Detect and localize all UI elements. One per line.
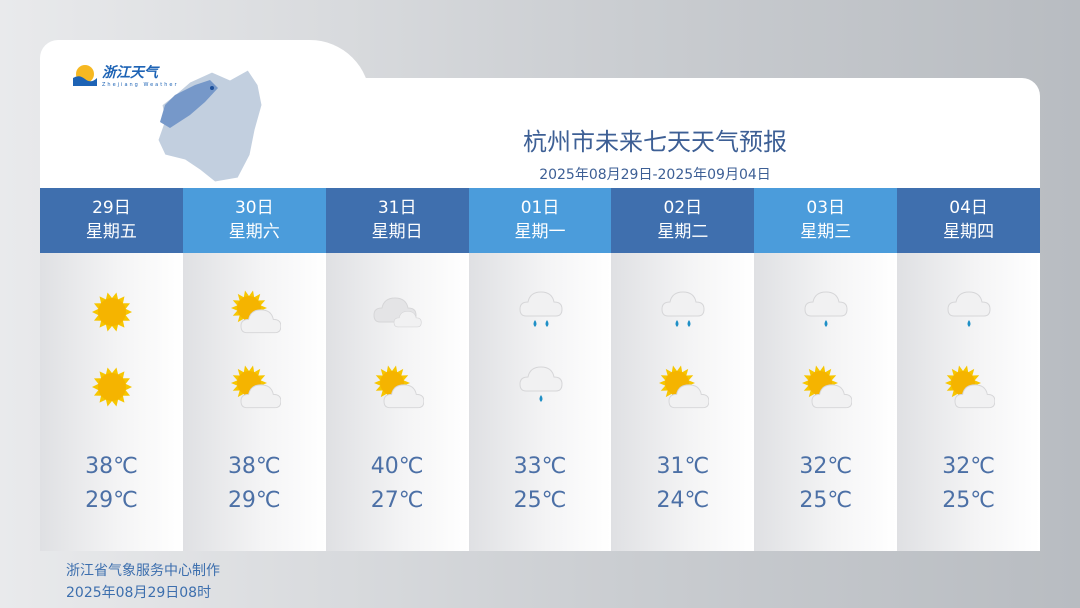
weekday-label: 星期四 [943,222,995,242]
logo-text: 浙江天气 [102,65,158,81]
producer-text: 浙江省气象服务中心制作 [66,563,220,579]
partly-cloudy-icon [230,365,281,409]
date-label: 01日 [520,198,560,218]
low-temp: 25℃ [942,488,995,513]
partly-cloudy-icon [802,365,853,409]
partly-cloudy-icon [659,365,710,409]
moderate-rain-icon [661,291,705,327]
day-header: 31日星期日 [325,188,469,253]
high-temp: 40℃ [370,454,424,479]
zhejiang-map [157,69,263,183]
day-header: 03日星期三 [754,188,898,253]
light-rain-icon [947,291,991,327]
high-temp: 31℃ [656,454,710,479]
partly-cloudy-icon [945,365,996,409]
light-rain-icon [519,366,563,402]
day-column: 04日星期四 32℃ 25℃ [897,188,1041,551]
partly-cloudy-icon [230,290,281,334]
logo-subtext: Zhejiang Weather [102,82,179,88]
partly-cloudy-icon [373,365,424,409]
date-label: 29日 [92,198,131,218]
sunny-icon [92,292,132,332]
day-header: 30日星期六 [182,188,326,253]
day-header: 04日星期四 [897,188,1041,253]
day-header: 01日星期一 [468,188,612,253]
low-temp: 25℃ [513,488,567,513]
sun-wave-logo-icon [73,65,97,86]
day-column: 31日星期日 40℃ 27℃ [325,188,469,551]
day-column: 03日星期三 32℃ 25℃ [754,188,898,551]
weekday-label: 星期二 [657,222,709,242]
day-header: 02日星期二 [611,188,755,253]
day-column: 30日星期六 38℃ 29℃ [182,188,326,551]
zhejiang-weather-logo: 浙江天气 Zhejiang Weather [72,62,179,88]
day-column: 01日星期一 33℃ 25℃ [468,188,612,551]
date-range: 2025年08月29日-2025年09月04日 [539,167,771,183]
weekday-label: 星期五 [85,222,137,242]
high-temp: 33℃ [513,454,567,479]
low-temp: 24℃ [656,488,710,513]
low-temp: 29℃ [85,488,138,513]
day-column: 29日星期五 38℃ 29℃ [40,188,183,551]
issued-time: 2025年08月29日08时 [66,585,212,601]
hangzhou-marker [210,86,214,90]
date-label: 04日 [949,198,988,218]
moderate-rain-icon [519,291,563,327]
weekday-label: 星期六 [228,222,280,242]
high-temp: 32℃ [799,454,853,479]
forecast-columns: 29日 星期五 38℃ 29℃ 30日 星期六 38℃ 29℃ 31日 星期日 40℃ 2… [40,188,1041,551]
weekday-label: 星期一 [514,222,566,242]
page-title: 杭州市未来七天天气预报 [523,128,787,156]
high-temp: 32℃ [942,454,995,479]
sunny-icon [92,367,132,407]
date-label: 30日 [234,198,274,218]
low-temp: 29℃ [227,488,281,513]
light-rain-icon [804,291,848,327]
date-label: 02日 [663,198,703,218]
weekday-label: 星期三 [800,222,852,242]
weekday-label: 星期日 [371,222,423,242]
low-temp: 27℃ [370,488,424,513]
high-temp: 38℃ [85,454,138,479]
day-header: 29日星期五 [40,188,183,253]
date-label: 31日 [377,198,417,218]
cloudy-icon [373,297,422,328]
date-label: 03日 [806,198,846,218]
day-column: 02日星期二 31℃ 24℃ [611,188,755,551]
high-temp: 38℃ [227,454,281,479]
low-temp: 25℃ [799,488,853,513]
